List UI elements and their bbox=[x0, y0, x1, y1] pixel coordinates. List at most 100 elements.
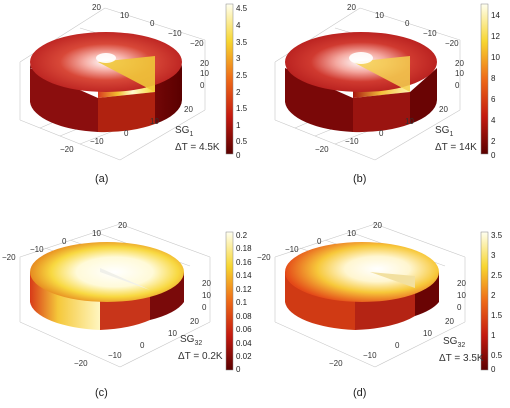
svg-text:0.1: 0.1 bbox=[236, 298, 248, 307]
svg-text:10: 10 bbox=[347, 229, 356, 238]
axis-right-ticks: 20 10 0 bbox=[202, 279, 211, 312]
svg-text:20: 20 bbox=[184, 105, 193, 114]
svg-text:−10: −10 bbox=[108, 351, 122, 360]
panel-caption: (d) bbox=[353, 387, 366, 399]
svg-text:0.08: 0.08 bbox=[236, 312, 252, 321]
axis-top-ticks: −20 −10 0 10 20 bbox=[2, 221, 127, 262]
svg-text:−20: −20 bbox=[445, 39, 459, 48]
svg-text:10: 10 bbox=[92, 229, 101, 238]
svg-text:0.16: 0.16 bbox=[236, 258, 252, 267]
panel-caption: (b) bbox=[353, 173, 366, 185]
svg-text:0: 0 bbox=[405, 19, 410, 28]
svg-text:−20: −20 bbox=[257, 253, 271, 262]
svg-text:0: 0 bbox=[140, 341, 145, 350]
axis-bottom-ticks: 20 10 0 −10 −20 bbox=[329, 317, 454, 368]
svg-text:2: 2 bbox=[236, 88, 241, 97]
svg-text:20: 20 bbox=[457, 279, 466, 288]
svg-text:0.14: 0.14 bbox=[236, 271, 252, 280]
svg-text:10: 10 bbox=[120, 11, 129, 20]
svg-text:2: 2 bbox=[491, 291, 496, 300]
svg-text:0: 0 bbox=[491, 151, 496, 160]
svg-text:−20: −20 bbox=[329, 359, 343, 368]
svg-text:0.5: 0.5 bbox=[491, 351, 503, 360]
svg-text:0.2: 0.2 bbox=[236, 231, 248, 240]
panel-d: −20 −10 0 10 20 20 10 0 20 10 0 −10 −20 … bbox=[255, 202, 510, 408]
series-label: SG32 bbox=[443, 336, 465, 349]
svg-text:10: 10 bbox=[405, 117, 414, 126]
svg-text:0: 0 bbox=[200, 81, 205, 90]
panel-a: 20 10 0 −10 −20 20 10 0 20 10 0 −10 −20 … bbox=[0, 0, 255, 207]
panel-b: 20 10 0 −10 −20 20 10 0 20 10 0 −10 −20 … bbox=[255, 0, 510, 207]
axis-top-ticks: −20 −10 0 10 20 bbox=[257, 221, 382, 262]
svg-text:0.5: 0.5 bbox=[236, 137, 248, 146]
svg-text:0: 0 bbox=[455, 81, 460, 90]
svg-text:1: 1 bbox=[236, 121, 241, 130]
colorbar: 4.5 4 3.5 3 2.5 2 1.5 1 0.5 0 bbox=[225, 3, 248, 160]
svg-text:10: 10 bbox=[150, 117, 159, 126]
svg-text:0: 0 bbox=[150, 19, 155, 28]
svg-text:6: 6 bbox=[491, 95, 496, 104]
svg-text:−10: −10 bbox=[30, 245, 44, 254]
svg-text:20: 20 bbox=[200, 59, 209, 68]
svg-text:1.5: 1.5 bbox=[491, 311, 503, 320]
colorbar-scale bbox=[480, 3, 489, 155]
axis-right-ticks: 20 10 0 bbox=[455, 59, 464, 90]
svg-text:0.12: 0.12 bbox=[236, 285, 252, 294]
svg-text:0.18: 0.18 bbox=[236, 244, 252, 253]
svg-text:3: 3 bbox=[491, 251, 496, 260]
svg-text:3.5: 3.5 bbox=[491, 231, 503, 240]
panel-caption: (c) bbox=[95, 387, 108, 399]
axis-bottom-ticks: 20 10 0 −10 −20 bbox=[60, 105, 193, 154]
svg-text:−20: −20 bbox=[2, 253, 16, 262]
svg-text:0: 0 bbox=[457, 303, 462, 312]
delta-label: ΔT = 0.2K bbox=[178, 351, 223, 362]
svg-text:20: 20 bbox=[92, 3, 101, 12]
svg-text:0.02: 0.02 bbox=[236, 352, 252, 361]
svg-text:3: 3 bbox=[236, 54, 241, 63]
svg-text:20: 20 bbox=[455, 59, 464, 68]
series-label: SG1 bbox=[435, 125, 453, 138]
svg-text:−20: −20 bbox=[60, 145, 74, 154]
svg-text:−10: −10 bbox=[423, 29, 437, 38]
svg-text:4.5: 4.5 bbox=[236, 4, 248, 13]
series-label: SG32 bbox=[180, 334, 202, 347]
svg-text:10: 10 bbox=[375, 11, 384, 20]
disk-model bbox=[285, 32, 437, 133]
panel-c: −20 −10 0 10 20 20 10 0 20 10 0 −10 −20 … bbox=[0, 202, 255, 408]
svg-text:0: 0 bbox=[379, 129, 384, 138]
axis-bottom-ticks: 20 10 0 −10 −20 bbox=[315, 105, 448, 154]
svg-text:20: 20 bbox=[373, 221, 382, 230]
svg-text:2: 2 bbox=[491, 137, 496, 146]
colorbar-scale bbox=[225, 231, 234, 371]
svg-text:0: 0 bbox=[62, 237, 67, 246]
svg-text:0: 0 bbox=[124, 129, 129, 138]
svg-text:10: 10 bbox=[168, 329, 177, 338]
delta-label: ΔT = 14K bbox=[435, 142, 477, 153]
axis-bottom-ticks: 20 10 0 −10 −20 bbox=[74, 317, 199, 368]
svg-text:20: 20 bbox=[445, 317, 454, 326]
svg-text:−20: −20 bbox=[190, 39, 204, 48]
disk-model bbox=[30, 32, 182, 133]
svg-text:20: 20 bbox=[118, 221, 127, 230]
axis-top-ticks: 20 10 0 −10 −20 bbox=[347, 3, 459, 48]
svg-text:0: 0 bbox=[317, 237, 322, 246]
svg-text:−10: −10 bbox=[285, 245, 299, 254]
axis-right-ticks: 20 10 0 bbox=[200, 59, 209, 90]
disk-model bbox=[285, 242, 439, 330]
delta-label: ΔT = 3.5K bbox=[439, 353, 484, 364]
svg-text:10: 10 bbox=[491, 53, 500, 62]
svg-text:1.5: 1.5 bbox=[236, 104, 248, 113]
colorbar-scale bbox=[225, 3, 234, 155]
panel-caption: (a) bbox=[95, 173, 108, 185]
disk-model bbox=[30, 242, 184, 330]
svg-text:8: 8 bbox=[491, 74, 496, 83]
svg-text:0: 0 bbox=[202, 303, 207, 312]
svg-text:0: 0 bbox=[491, 365, 496, 374]
colorbar-scale bbox=[480, 231, 489, 371]
svg-text:10: 10 bbox=[202, 291, 211, 300]
svg-text:10: 10 bbox=[457, 291, 466, 300]
svg-text:20: 20 bbox=[439, 105, 448, 114]
svg-text:10: 10 bbox=[423, 329, 432, 338]
svg-text:0.04: 0.04 bbox=[236, 339, 252, 348]
delta-label: ΔT = 4.5K bbox=[175, 142, 220, 153]
